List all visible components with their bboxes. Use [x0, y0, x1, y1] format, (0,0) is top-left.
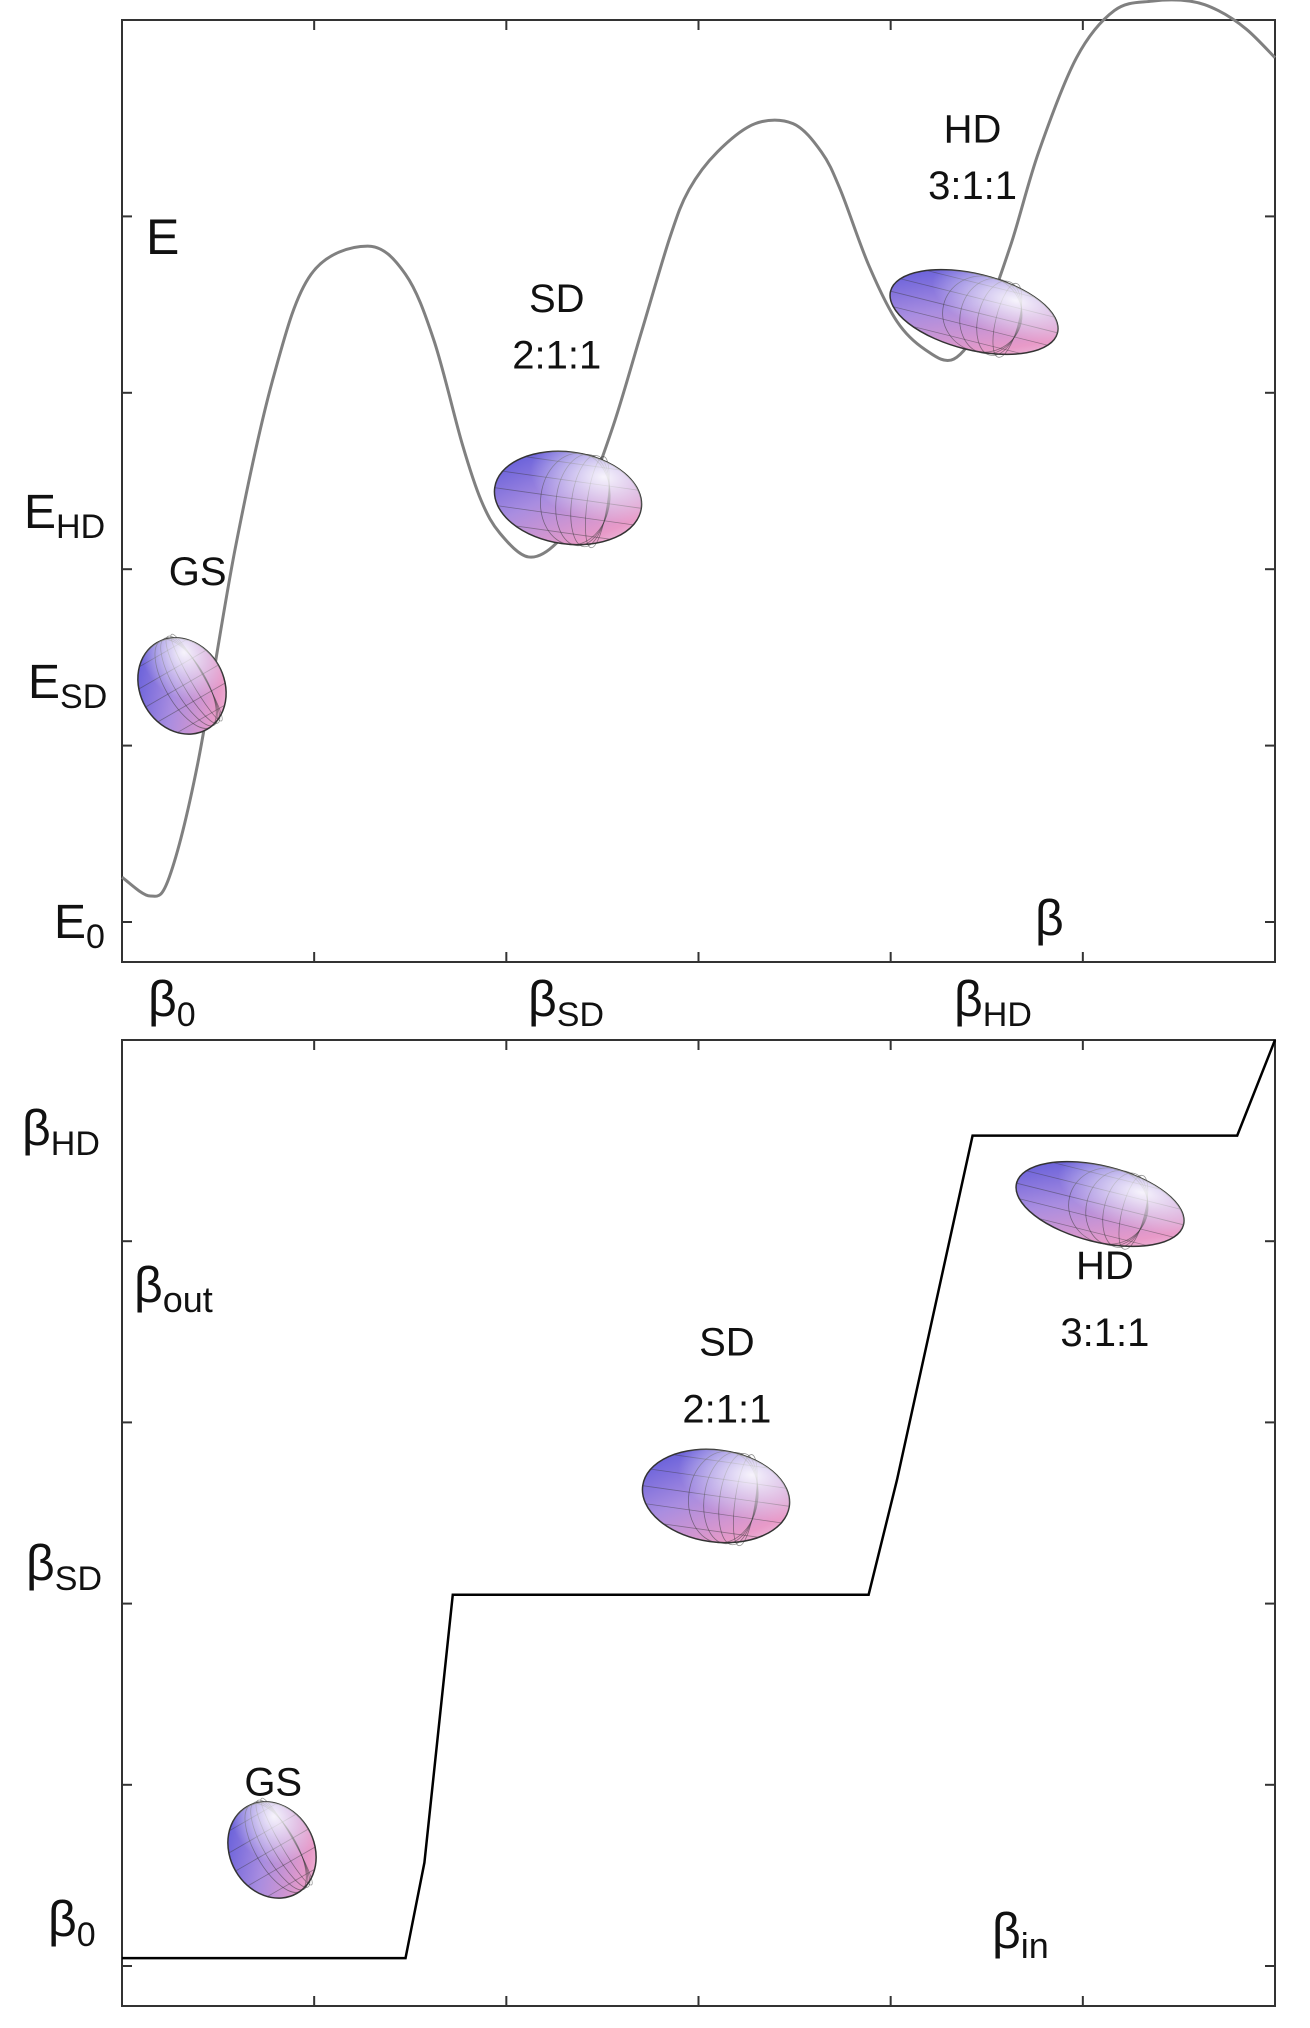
energy-curve-series: [121, 0, 1277, 898]
energy-annotations: GS SD 2:1:1 HD 3:1:1: [169, 107, 1017, 594]
hd-nucleus-shape: [889, 268, 1059, 358]
deformation-annotations: GS SD 2:1:1 HD 3:1:1: [244, 1244, 1149, 1804]
energy-panel: GS SD 2:1:1 HD 3:1:1 E β EHD ESD E0 β0 βSD β…: [24, 0, 1277, 1034]
y-tick-label-e-0: E0: [54, 896, 105, 956]
annotation-label: SD: [699, 1321, 755, 1365]
x-tick-label-beta-0: β0: [148, 971, 196, 1034]
deformation-y-axis-label: βout: [134, 1257, 213, 1320]
y-tick-label-beta-sd: βSD: [26, 1535, 102, 1598]
sd-nucleus-shape: [493, 450, 643, 549]
annotation-label: 2:1:1: [682, 1388, 771, 1432]
annotation-label: GS: [169, 550, 227, 594]
deformation-x-axis-label: βin: [992, 1903, 1049, 1966]
energy-plot-frame: [121, 19, 1276, 963]
energy-y-axis-label: E: [146, 209, 179, 265]
annotation-label: 3:1:1: [928, 164, 1017, 208]
annotation-label: GS: [244, 1761, 302, 1805]
annotation-label: 3:1:1: [1060, 1311, 1149, 1355]
energy-nuclear-shapes: [137, 268, 1059, 735]
y-tick-label-e-hd: EHD: [24, 486, 105, 546]
y-tick-label-e-sd: ESD: [28, 656, 107, 716]
deformation-step-series: [122, 1039, 1277, 1960]
sd-nucleus-shape: [641, 1448, 791, 1547]
x-tick-label-beta-sd: βSD: [528, 971, 604, 1034]
x-tick-label-beta-hd: βHD: [954, 971, 1032, 1034]
gs-nucleus-shape: [137, 633, 227, 735]
energy-x-axis-label: β: [1035, 890, 1064, 946]
deformation-panel: GS SD 2:1:1 HD 3:1:1 βout βin βHD βSD β0: [22, 1039, 1277, 2007]
energy-axis-ticks: [122, 20, 1275, 962]
deformation-nuclear-shapes: [227, 1160, 1185, 1899]
y-tick-label-beta-hd: βHD: [22, 1100, 100, 1163]
annotation-label: SD: [529, 277, 585, 321]
annotation-label: HD: [1076, 1244, 1134, 1288]
gs-nucleus-shape: [227, 1797, 317, 1899]
deformation-axis-ticks: [122, 1040, 1275, 2006]
annotation-label: HD: [944, 107, 1002, 151]
hd-nucleus-shape: [1015, 1160, 1185, 1250]
annotation-label: 2:1:1: [512, 334, 601, 378]
y-tick-label-beta-0: β0: [48, 1891, 96, 1954]
